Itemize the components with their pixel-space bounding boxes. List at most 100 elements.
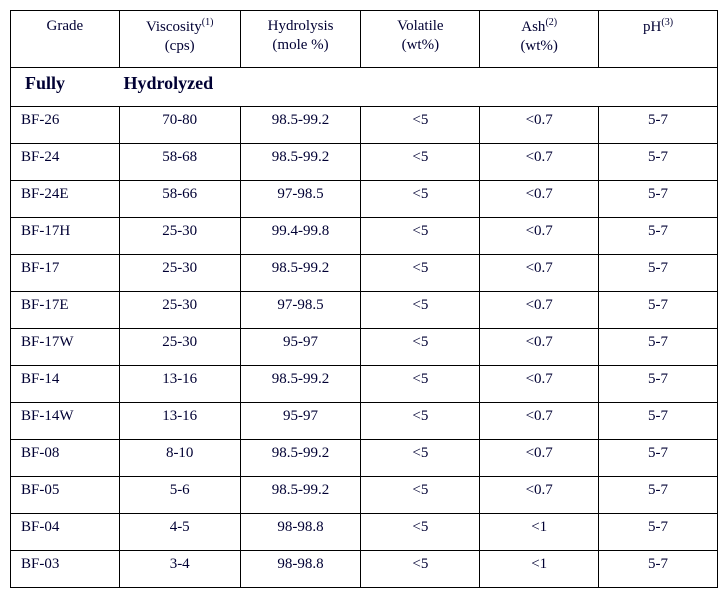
- cell-ash: <1: [480, 551, 599, 588]
- cell-viscosity: 58-66: [119, 181, 240, 218]
- cell-volatile: <5: [361, 477, 480, 514]
- section-word-1: Fully: [25, 72, 119, 95]
- header-row: Grade Viscosity(1) (cps) Hydrolysis (mol…: [11, 11, 718, 68]
- cell-hydrolysis: 95-97: [240, 403, 361, 440]
- col-header-ash: Ash(2) (wt%): [480, 11, 599, 68]
- table-row: BF-17W25-3095-97<5<0.75-7: [11, 329, 718, 366]
- cell-viscosity: 25-30: [119, 255, 240, 292]
- cell-ph: 5-7: [599, 292, 718, 329]
- cell-volatile: <5: [361, 329, 480, 366]
- cell-ash: <0.7: [480, 181, 599, 218]
- cell-hydrolysis: 98.5-99.2: [240, 107, 361, 144]
- cell-hydrolysis: 98.5-99.2: [240, 255, 361, 292]
- cell-hydrolysis: 98-98.8: [240, 551, 361, 588]
- cell-ash: <0.7: [480, 403, 599, 440]
- cell-ash: <0.7: [480, 292, 599, 329]
- table-row: BF-17H25-3099.4-99.8<5<0.75-7: [11, 218, 718, 255]
- col-header-hydrolysis-unit: (mole %): [272, 37, 328, 53]
- col-header-ph-label: pH: [643, 19, 661, 35]
- cell-volatile: <5: [361, 144, 480, 181]
- cell-viscosity: 13-16: [119, 403, 240, 440]
- table-row: BF-033-498-98.8<5<15-7: [11, 551, 718, 588]
- cell-ash: <0.7: [480, 255, 599, 292]
- cell-ash: <0.7: [480, 144, 599, 181]
- cell-ash: <0.7: [480, 107, 599, 144]
- cell-grade: BF-17W: [11, 329, 120, 366]
- col-header-volatile: Volatile (wt%): [361, 11, 480, 68]
- col-header-volatile-unit: (wt%): [402, 37, 440, 53]
- cell-hydrolysis: 98.5-99.2: [240, 366, 361, 403]
- col-header-hydrolysis: Hydrolysis (mole %): [240, 11, 361, 68]
- footnote-sup-1: (1): [202, 17, 214, 28]
- cell-volatile: <5: [361, 181, 480, 218]
- table-row: BF-2670-8098.5-99.2<5<0.75-7: [11, 107, 718, 144]
- cell-viscosity: 13-16: [119, 366, 240, 403]
- table-row: BF-2458-6898.5-99.2<5<0.75-7: [11, 144, 718, 181]
- cell-hydrolysis: 98.5-99.2: [240, 144, 361, 181]
- cell-grade: BF-17: [11, 255, 120, 292]
- cell-viscosity: 3-4: [119, 551, 240, 588]
- table-row: BF-088-1098.5-99.2<5<0.75-7: [11, 440, 718, 477]
- cell-viscosity: 70-80: [119, 107, 240, 144]
- cell-grade: BF-08: [11, 440, 120, 477]
- cell-ph: 5-7: [599, 181, 718, 218]
- col-header-hydrolysis-label: Hydrolysis: [268, 18, 334, 34]
- cell-ash: <1: [480, 514, 599, 551]
- col-header-grade: Grade: [11, 11, 120, 68]
- cell-volatile: <5: [361, 107, 480, 144]
- cell-grade: BF-05: [11, 477, 120, 514]
- cell-ph: 5-7: [599, 440, 718, 477]
- table-row: BF-055-698.5-99.2<5<0.75-7: [11, 477, 718, 514]
- cell-ph: 5-7: [599, 403, 718, 440]
- cell-ph: 5-7: [599, 107, 718, 144]
- footnote-sup-2: (2): [545, 17, 557, 28]
- cell-volatile: <5: [361, 255, 480, 292]
- cell-volatile: <5: [361, 218, 480, 255]
- cell-grade: BF-14W: [11, 403, 120, 440]
- cell-grade: BF-17E: [11, 292, 120, 329]
- cell-grade: BF-03: [11, 551, 120, 588]
- cell-volatile: <5: [361, 514, 480, 551]
- table-row: BF-044-598-98.8<5<15-7: [11, 514, 718, 551]
- cell-hydrolysis: 99.4-99.8: [240, 218, 361, 255]
- cell-hydrolysis: 98.5-99.2: [240, 477, 361, 514]
- cell-viscosity: 8-10: [119, 440, 240, 477]
- col-header-viscosity-unit: (cps): [165, 38, 195, 54]
- col-header-ash-unit: (wt%): [520, 38, 558, 54]
- col-header-ash-label: Ash: [521, 19, 545, 35]
- cell-viscosity: 25-30: [119, 329, 240, 366]
- cell-volatile: <5: [361, 551, 480, 588]
- col-header-volatile-label: Volatile: [397, 18, 443, 34]
- cell-viscosity: 25-30: [119, 292, 240, 329]
- cell-grade: BF-04: [11, 514, 120, 551]
- cell-ph: 5-7: [599, 255, 718, 292]
- cell-volatile: <5: [361, 366, 480, 403]
- cell-ash: <0.7: [480, 477, 599, 514]
- cell-volatile: <5: [361, 403, 480, 440]
- cell-hydrolysis: 98-98.8: [240, 514, 361, 551]
- cell-viscosity: 25-30: [119, 218, 240, 255]
- cell-hydrolysis: 97-98.5: [240, 292, 361, 329]
- col-header-viscosity: Viscosity(1) (cps): [119, 11, 240, 68]
- table-row: BF-17E25-3097-98.5<5<0.75-7: [11, 292, 718, 329]
- cell-ph: 5-7: [599, 551, 718, 588]
- pva-grades-table: Grade Viscosity(1) (cps) Hydrolysis (mol…: [10, 10, 718, 588]
- section-header-row: Fully Hydrolyzed: [11, 68, 718, 107]
- table-row: BF-1725-3098.5-99.2<5<0.75-7: [11, 255, 718, 292]
- cell-ph: 5-7: [599, 477, 718, 514]
- cell-viscosity: 58-68: [119, 144, 240, 181]
- section-word-2: Hydrolyzed: [124, 73, 214, 93]
- cell-ph: 5-7: [599, 366, 718, 403]
- cell-viscosity: 4-5: [119, 514, 240, 551]
- cell-hydrolysis: 95-97: [240, 329, 361, 366]
- cell-ash: <0.7: [480, 218, 599, 255]
- footnote-sup-3: (3): [661, 17, 673, 28]
- table-row: BF-24E58-6697-98.5<5<0.75-7: [11, 181, 718, 218]
- cell-hydrolysis: 98.5-99.2: [240, 440, 361, 477]
- table-row: BF-14W13-1695-97<5<0.75-7: [11, 403, 718, 440]
- table-row: BF-1413-1698.5-99.2<5<0.75-7: [11, 366, 718, 403]
- col-header-ph: pH(3): [599, 11, 718, 68]
- cell-grade: BF-24E: [11, 181, 120, 218]
- cell-volatile: <5: [361, 440, 480, 477]
- cell-ash: <0.7: [480, 329, 599, 366]
